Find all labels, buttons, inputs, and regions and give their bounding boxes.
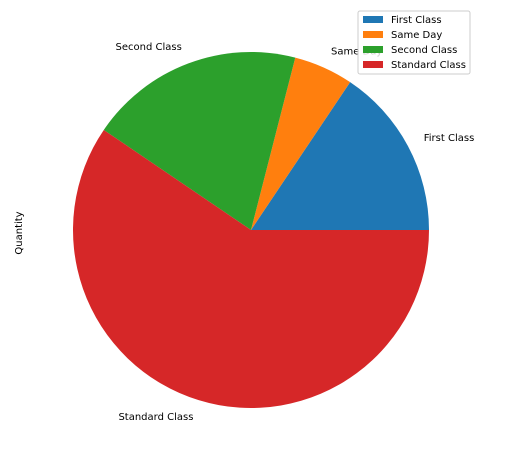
legend-swatch-second-class (363, 46, 383, 53)
pie-slice-second-class (103, 51, 296, 231)
legend: First Class Same Day Second Class Standard … (357, 10, 471, 75)
legend-frame (357, 10, 471, 75)
legend-swatch-first-class (363, 16, 383, 23)
legend-label-first-class: First Class (391, 15, 442, 26)
legend-items: First Class Same Day Second Class Standard … (363, 15, 466, 71)
slice-label-second-class: Second Class (115, 42, 181, 53)
legend-label-standard-class: Standard Class (391, 60, 466, 71)
slice-label-standard-class: Standard Class (118, 412, 193, 423)
slice-label-first-class: First Class (424, 133, 475, 144)
pie-slice-same-day (251, 57, 351, 231)
legend-swatch-standard-class (363, 61, 383, 68)
legend-label-same-day: Same Day (391, 30, 442, 41)
pie-slice-first-class (251, 82, 429, 231)
legend-label-second-class: Second Class (391, 45, 457, 56)
legend-swatch-same-day (363, 31, 383, 38)
pie-slice-standard-class (73, 129, 430, 409)
pie-slices (73, 51, 430, 409)
slice-label-same-day: Same Day (331, 46, 382, 57)
y-axis-label: Quantity (14, 211, 25, 254)
pie-slice-labels: First Class Same Day Second Class Standard … (115, 42, 474, 423)
